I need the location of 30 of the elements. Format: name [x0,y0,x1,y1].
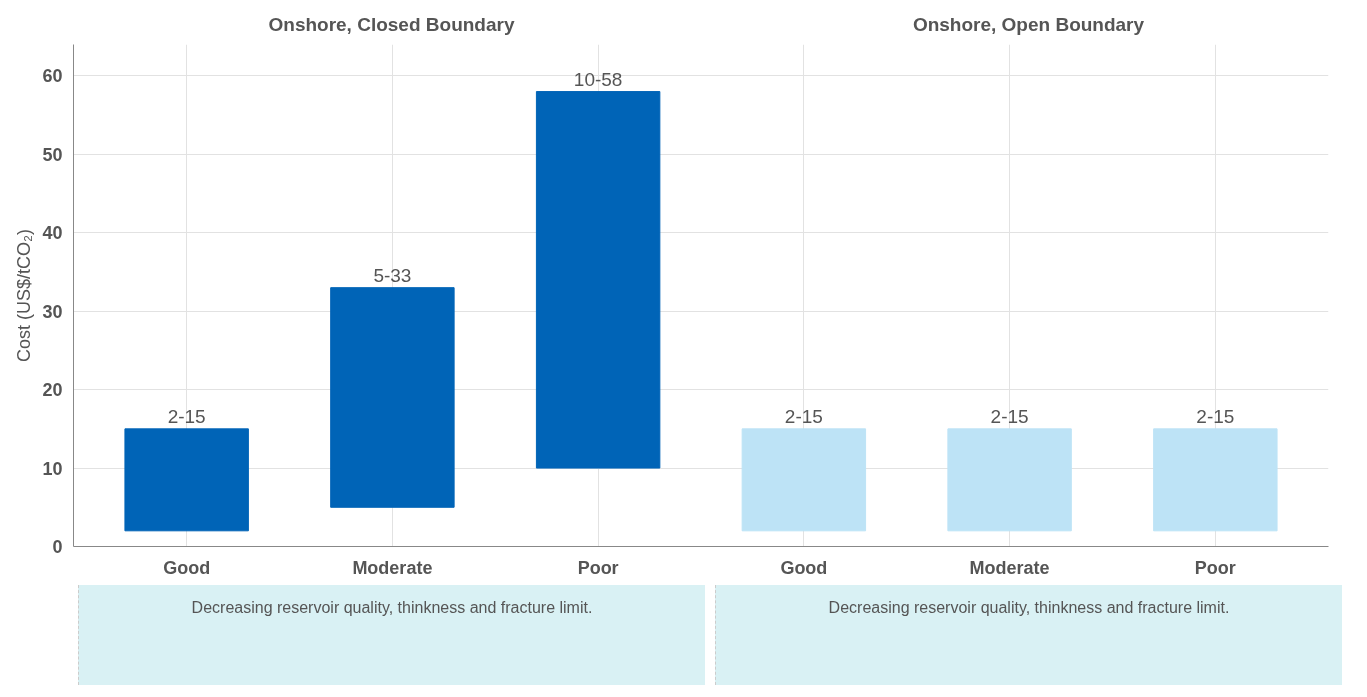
x-tick-label: Good [163,557,211,578]
text: Onshore, Open Boundary [912,13,1145,37]
y-tick-label: 20 [42,380,63,401]
x-tick-label: Poor [577,557,619,578]
bar [330,287,455,508]
y-axis-title: Cost (US$/tCO₂) [14,228,35,362]
x-tick-label: Moderate [352,557,433,578]
x-tick-label: Moderate [969,557,1050,578]
bar [947,428,1072,532]
data-label: 2-15 [990,405,1029,427]
bar [741,428,867,532]
y-tick-label: 0 [52,537,63,557]
bar [1153,428,1278,532]
data-label: 5-33 [373,264,412,286]
x-tick-label: Good [780,557,828,578]
y-tick-label: 10 [42,458,63,479]
bar [124,428,249,532]
y-tick-label: 30 [42,301,63,322]
y-tick-label: 40 [42,223,63,244]
text: Onshore, Closed Boundary [268,13,515,37]
data-label: 2-15 [1196,405,1235,427]
text: Decreasing reservoir quality, thinkness and fracture limit. [828,598,1230,618]
data-label: 10-58 [573,68,623,90]
y-tick-label: 60 [42,66,63,87]
data-label: 2-15 [167,405,206,427]
data-label: 2-15 [784,405,823,427]
text: Decreasing reservoir quality, thinkness and fracture limit. [191,598,593,618]
x-tick-label: Poor [1194,557,1236,578]
y-tick-label: 50 [42,144,63,165]
bar [535,91,661,469]
